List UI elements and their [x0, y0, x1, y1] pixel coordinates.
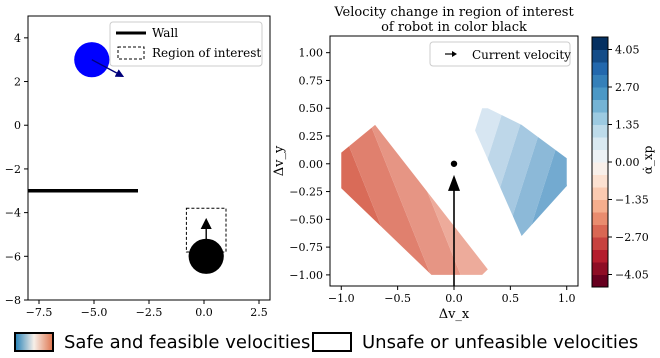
colorbar-tick-label: 2.70 [615, 81, 640, 94]
scene-xtick-label: −2.5 [136, 306, 163, 319]
velocity-ticks: −1.0 −0.5 0.0 0.5 1.0 1.00 0.75 0.50 0.25 0.00 −0.… [289, 47, 575, 305]
velocity-ytick-label: −0.75 [289, 241, 323, 254]
colorbar-band [592, 237, 608, 250]
legend-current-velocity-label: Current velocity [472, 48, 571, 62]
colorbar-band [592, 74, 608, 88]
blue-robot-velocity-arrow [91, 59, 125, 77]
velocity-legend: Current velocity [429, 41, 571, 67]
colorbar-band [592, 49, 608, 63]
scene-xtick-label: −7.5 [26, 306, 53, 319]
colorbar-band [592, 224, 608, 238]
colorbar-band [592, 262, 608, 275]
velocity-xtick-label: −0.5 [384, 292, 411, 305]
scene-ytick-label: 4 [14, 32, 21, 45]
velocity-xlabel: Δv_x [439, 307, 470, 322]
bottom-legend: Safe and feasible velocities Unsafe or u… [0, 326, 660, 358]
velocity-arrow-head [448, 174, 460, 191]
legend-arrow-icon [452, 51, 457, 57]
scene-xtick-label: −5.0 [81, 306, 108, 319]
colorbar-band [592, 87, 608, 100]
scene-ticks: −7.5 −5.0 −2.5 0.0 2.5 4 2 0 −2 −4 −6 −8 [5, 32, 268, 319]
velocity-title-line-2: of robot in color black [381, 20, 527, 35]
left-region-band [341, 124, 435, 275]
velocity-ytick-label: −0.50 [289, 213, 323, 226]
colorbar-band [592, 37, 608, 50]
scene-ytick-label: 2 [14, 76, 21, 89]
safe-swatch [14, 332, 54, 352]
colorbar-band [592, 99, 608, 113]
colorbar-band [592, 112, 608, 125]
unsafe-legend-item: Unsafe or unfeasible velocities [312, 330, 638, 354]
colorbar-band [592, 212, 608, 225]
velocity-ytick-label: 0.75 [299, 74, 324, 87]
scene-ytick-label: −6 [5, 250, 21, 263]
colorbar-tick-label: −4.05 [615, 269, 649, 282]
scene-xtick-label: 0.0 [195, 306, 213, 319]
colorbar-band [592, 174, 608, 188]
safe-legend-label: Safe and feasible velocities [64, 331, 311, 353]
velocity-plot: Velocity change in region of interest of… [272, 5, 579, 322]
region-of-interest-box [185, 207, 227, 253]
colorbar-band [592, 124, 608, 138]
colorbar-tick-label: −2.70 [615, 231, 649, 244]
legend-roi-swatch [117, 46, 145, 60]
colorbar-bands [592, 37, 608, 288]
scene-ytick-label: −8 [5, 294, 21, 307]
colorbar-band [592, 162, 608, 175]
colorbar-tick-label: 1.35 [615, 119, 640, 132]
scene-xtick-label: 2.5 [250, 306, 268, 319]
velocity-ytick-label: 0.00 [299, 158, 324, 171]
colorbar: 4.05 2.70 1.35 0.00 −1.35 −2.70 −4.05 α̇_xp [591, 36, 655, 288]
colorbar-ticks: 4.05 2.70 1.35 0.00 −1.35 −2.70 −4.05 [608, 44, 649, 282]
left-region-band [341, 124, 465, 275]
unsafe-legend-label: Unsafe or unfeasible velocities [362, 331, 639, 353]
scene-plot: −7.5 −5.0 −2.5 0.0 2.5 4 2 0 −2 −4 −6 −8 Wall Regio… [5, 15, 271, 319]
velocity-ytick-label: 1.00 [299, 47, 324, 60]
colorbar-band [592, 274, 608, 288]
safe-legend-item: Safe and feasible velocities [14, 330, 310, 354]
velocity-xtick-label: 0.5 [502, 292, 520, 305]
colorbar-label: α̇_xp [641, 145, 655, 174]
velocity-ylabel: Δv_y [272, 145, 287, 176]
colorbar-band [592, 137, 608, 150]
scene-content [28, 42, 227, 274]
colorbar-tick-label: 0.00 [615, 156, 640, 169]
velocity-ytick-label: 0.50 [299, 102, 324, 115]
velocity-xtick-label: −1.0 [328, 292, 355, 305]
legend-roi-label: Region of interest [152, 46, 261, 60]
current-velocity-point [450, 160, 458, 167]
scene-ytick-label: −4 [5, 207, 21, 220]
velocity-ytick-label: 0.25 [299, 130, 324, 143]
velocity-xtick-label: 1.0 [558, 292, 576, 305]
colorbar-tick-label: −1.35 [615, 194, 649, 207]
velocity-ytick-label: −1.00 [289, 269, 323, 282]
scene-ytick-label: 0 [14, 119, 21, 132]
velocity-title-line-1: Velocity change in region of interest [333, 5, 574, 20]
colorbar-band [592, 62, 608, 75]
unsafe-swatch [312, 332, 352, 352]
scene-ytick-label: −2 [5, 163, 21, 176]
scene-legend: Wall Region of interest [109, 21, 263, 67]
colorbar-tick-label: 4.05 [615, 44, 640, 57]
colorbar-band [592, 149, 608, 163]
colorbar-band [592, 187, 608, 200]
legend-wall-label: Wall [152, 26, 178, 40]
velocity-ytick-label: −0.25 [289, 186, 323, 199]
colorbar-band [592, 199, 608, 213]
velocity-xtick-label: 0.0 [445, 292, 463, 305]
colorbar-band [592, 249, 608, 263]
